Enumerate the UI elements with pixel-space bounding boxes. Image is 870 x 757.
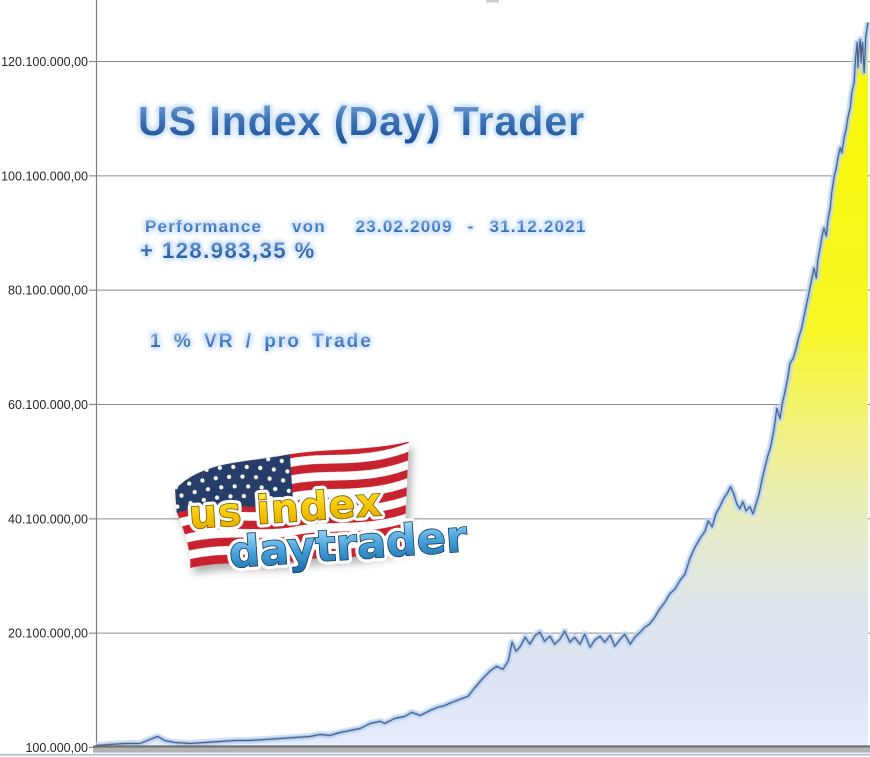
flag-star	[188, 500, 193, 506]
flag-stripe-white	[173, 510, 415, 547]
flag-star	[252, 455, 257, 460]
page-title: US Index (Day) Trader	[138, 98, 586, 144]
flag-star	[179, 493, 184, 498]
flag-star	[219, 485, 224, 490]
y-axis-label: 60.100.000,00	[8, 398, 88, 412]
flag-star	[212, 456, 217, 461]
flag-stripe-red	[175, 536, 417, 572]
flag-star	[187, 481, 192, 486]
flag-star	[178, 473, 183, 479]
flag-star	[175, 504, 180, 509]
flag-star	[258, 465, 263, 471]
flag-star	[266, 457, 271, 462]
flag-star	[246, 484, 251, 489]
flag-star	[253, 475, 259, 480]
flag-star	[205, 487, 211, 492]
flag-star	[201, 497, 206, 503]
flag-star	[281, 478, 286, 483]
flag-star	[241, 494, 246, 499]
y-axis-label: 100.000,00	[25, 741, 88, 755]
flag-star	[227, 474, 232, 479]
equity-area-fill	[96, 22, 868, 748]
flag-stripe-white	[174, 527, 416, 564]
flag-star	[244, 464, 249, 470]
flag-star	[215, 495, 220, 500]
x-axis-shadow	[93, 747, 870, 752]
flag-star	[172, 465, 177, 470]
flag-star	[239, 455, 244, 460]
flag-star	[213, 476, 218, 481]
y-axis-label: 100.100.000,00	[1, 169, 88, 183]
cropped-top-artifact	[486, 0, 499, 3]
equity-line	[95, 22, 869, 747]
flag-star	[228, 494, 233, 499]
flag-star	[225, 455, 230, 460]
flag-star	[285, 469, 290, 474]
performance-period-text: Performance von 23.02.2009 - 31.12.2021	[145, 217, 587, 236]
x-axis-shadow-fade	[93, 752, 870, 754]
flag-star	[279, 458, 284, 464]
flag-stripe-white	[172, 493, 414, 530]
flag-star	[198, 458, 204, 464]
flag-star	[282, 497, 287, 502]
flag-star	[200, 478, 205, 483]
flag-star	[217, 465, 222, 470]
flag-stripe-red	[172, 502, 414, 538]
us-index-daytrader-logo: us index us index daytrader daytrader	[172, 441, 473, 583]
flag-star	[240, 474, 245, 479]
flag-star	[185, 462, 190, 467]
flag-star	[259, 485, 264, 490]
flag-star	[191, 470, 196, 475]
risk-per-trade-text: 1 % VR / pro Trade	[150, 331, 373, 352]
y-axis-labels-layer: 120.100.000,00 100.100.000,00 80.100.000,0…	[1, 55, 88, 755]
performance-value-text: + 128.983,35 %	[140, 238, 316, 263]
y-axis-label: 40.100.000,00	[8, 512, 88, 526]
flag-star	[273, 486, 278, 492]
flag-star	[232, 484, 237, 489]
flag-star	[268, 496, 274, 501]
y-axis-label: 20.100.000,00	[8, 627, 88, 641]
flag-star	[271, 467, 276, 472]
y-axis-label: 120.100.000,00	[1, 55, 88, 69]
flag-stripe-red	[173, 519, 415, 555]
flag-star	[231, 464, 236, 470]
flag-star	[286, 488, 291, 493]
flag-star	[255, 494, 260, 499]
flag-star	[267, 476, 272, 481]
y-axis-label: 80.100.000,00	[8, 284, 88, 298]
flag-star	[192, 490, 197, 495]
